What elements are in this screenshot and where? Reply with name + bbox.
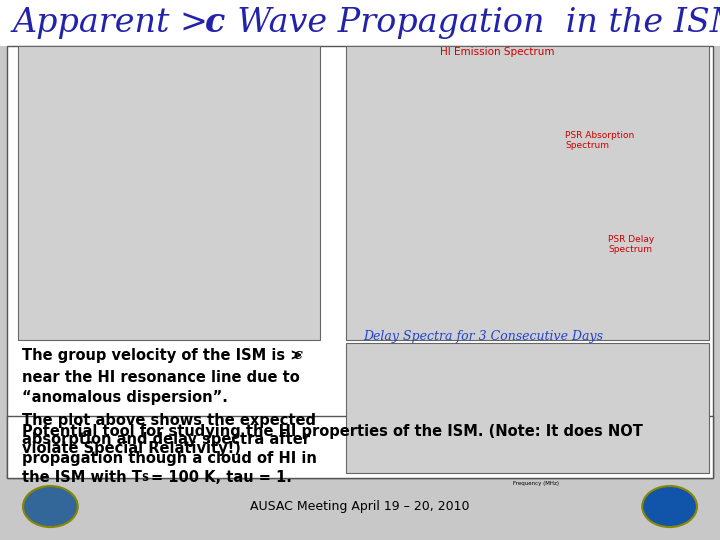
- Text: Potential tool for studying the HI properties of the ISM. (Note: It does NOT
vio: Potential tool for studying the HI prope…: [22, 424, 642, 456]
- Text: PSR Delay
Spectrum: PSR Delay Spectrum: [608, 235, 654, 254]
- Text: S: S: [141, 473, 148, 483]
- Text: absorption and delay spectra after: absorption and delay spectra after: [22, 432, 310, 447]
- Text: Apparent >: Apparent >: [12, 6, 219, 39]
- Text: near the HI resonance line due to: near the HI resonance line due to: [22, 370, 300, 385]
- Text: Delay Spectra for 3 Consecutive Days: Delay Spectra for 3 Consecutive Days: [364, 330, 603, 343]
- Text: the ISM with T: the ISM with T: [22, 470, 141, 485]
- X-axis label: Frequency (MHz): Frequency (MHz): [513, 481, 559, 485]
- Text: The group velocity of the ISM is >: The group velocity of the ISM is >: [22, 348, 307, 363]
- Text: = 100 K, tau = 1.: = 100 K, tau = 1.: [151, 470, 292, 485]
- Y-axis label: Transmission (%): Transmission (%): [25, 79, 30, 126]
- Text: HI Emission Spectrum: HI Emission Spectrum: [439, 46, 554, 57]
- Text: PSR Absorption
Spectrum: PSR Absorption Spectrum: [565, 131, 634, 150]
- Text: AUSAC Meeting April 19 – 20, 2010: AUSAC Meeting April 19 – 20, 2010: [251, 500, 469, 513]
- Y-axis label: Delay (microseconds): Delay (microseconds): [25, 179, 30, 237]
- Text: propagation though a cloud of HI in: propagation though a cloud of HI in: [22, 451, 317, 466]
- Text: c: c: [205, 6, 225, 39]
- Text: The plot above shows the expected: The plot above shows the expected: [22, 413, 315, 428]
- Text: Wave Propagation  in the ISM: Wave Propagation in the ISM: [216, 6, 720, 39]
- Text: “anomalous dispersion”.: “anomalous dispersion”.: [22, 390, 228, 405]
- Text: c: c: [294, 348, 302, 362]
- X-axis label: Frequency (MHz): Frequency (MHz): [150, 275, 203, 280]
